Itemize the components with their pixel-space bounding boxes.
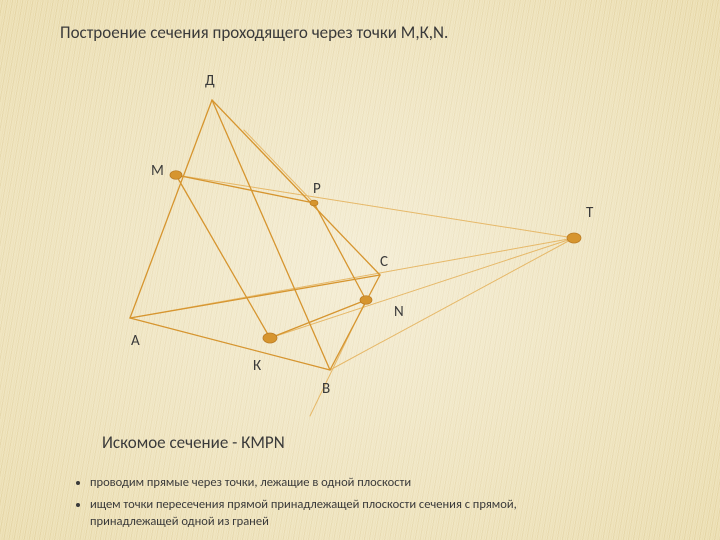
section-diagram — [0, 0, 720, 540]
vertex-label-N: N — [394, 303, 404, 321]
vertex-label-M: М — [151, 162, 164, 180]
vertex-label-D: Д — [205, 72, 215, 90]
vertex-label-B: В — [322, 380, 330, 398]
vertex-label-P: Р — [313, 180, 321, 198]
vertex-label-C: С — [380, 253, 388, 271]
vertex-label-A: А — [131, 332, 140, 350]
vertex-label-K: К — [253, 357, 261, 375]
vertex-label-T: Т — [586, 204, 593, 222]
